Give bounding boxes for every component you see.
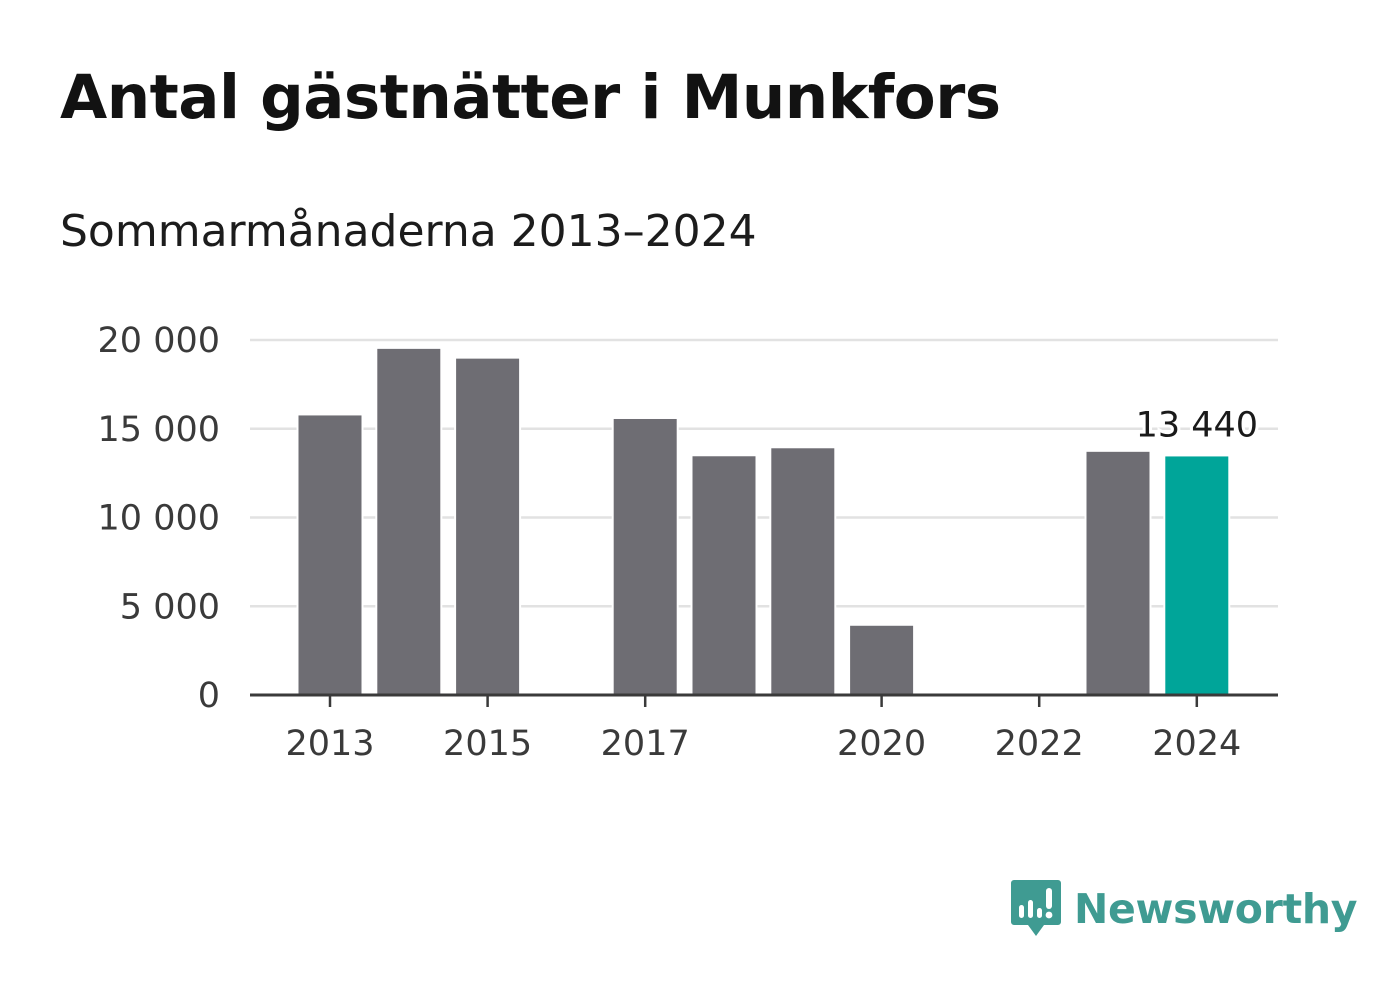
y-tick-label-3: 15 000 xyxy=(98,410,220,450)
y-tick-label-0: 0 xyxy=(198,676,220,716)
x-tick-label-2017: 2017 xyxy=(601,724,690,764)
x-tick-label-2022: 2022 xyxy=(995,724,1084,764)
newsworthy-logo-icon xyxy=(1011,880,1061,936)
bar-2013 xyxy=(296,413,364,697)
x-tick-label-2013: 2013 xyxy=(285,724,374,764)
x-tick-label-2020: 2020 xyxy=(837,724,926,764)
y-tick-label-1: 5 000 xyxy=(120,587,220,627)
bar-2019 xyxy=(769,446,837,697)
bar-2018 xyxy=(690,454,758,698)
bar-2023 xyxy=(1084,449,1152,698)
brand-name: Newsworthy xyxy=(1074,885,1358,933)
bar-2017 xyxy=(611,416,679,697)
brand-logo: Newsworthy xyxy=(1010,878,1357,940)
x-tick-label-2015: 2015 xyxy=(443,724,532,764)
x-tick-label-2024: 2024 xyxy=(1152,724,1241,764)
bar-2014 xyxy=(375,346,443,697)
bar-2020 xyxy=(848,623,916,698)
y-tick-label-4: 20 000 xyxy=(98,321,220,361)
bar-2015 xyxy=(454,356,522,697)
chart-title: Antal gästnätter i Munkfors xyxy=(60,62,1001,133)
chart-subtitle: Sommarmånaderna 2013–2024 xyxy=(60,206,757,257)
bar-chart: 13 440 0 5 000 10 000 15 000 20 000 2013 2015 20… xyxy=(98,321,1278,764)
y-tick-label-2: 10 000 xyxy=(98,499,220,539)
bar-2024 xyxy=(1163,454,1231,697)
data-label-2024: 13 440 xyxy=(1136,405,1258,445)
